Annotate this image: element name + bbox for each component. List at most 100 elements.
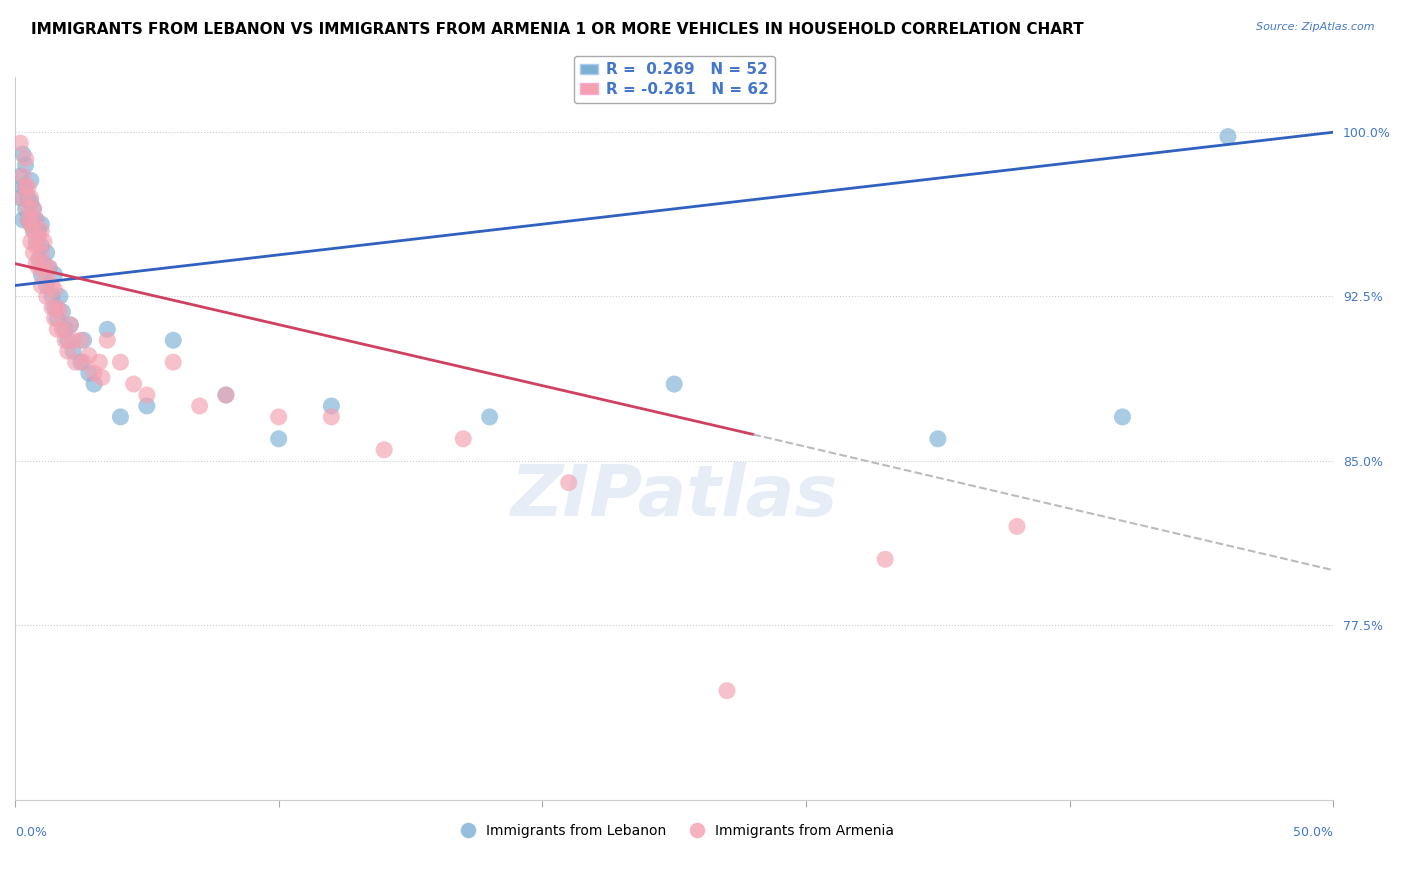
Point bbox=[122, 377, 145, 392]
Point bbox=[451, 432, 474, 446]
Point bbox=[35, 268, 58, 282]
Point bbox=[373, 442, 395, 457]
Text: 50.0%: 50.0% bbox=[1294, 827, 1333, 839]
Point bbox=[8, 169, 31, 183]
Point bbox=[77, 349, 100, 363]
Point bbox=[11, 180, 34, 194]
Point bbox=[56, 333, 79, 347]
Point bbox=[44, 283, 66, 297]
Point bbox=[14, 158, 37, 172]
Point bbox=[135, 388, 157, 402]
Point bbox=[30, 278, 52, 293]
Point bbox=[96, 333, 118, 347]
Point bbox=[41, 301, 63, 315]
Point bbox=[1005, 519, 1028, 533]
Point bbox=[70, 333, 93, 347]
Point bbox=[49, 289, 72, 303]
Point bbox=[28, 224, 51, 238]
Point bbox=[30, 245, 52, 260]
Point bbox=[49, 305, 72, 319]
Point bbox=[72, 333, 94, 347]
Point bbox=[135, 399, 157, 413]
Point bbox=[25, 257, 48, 271]
Point bbox=[44, 268, 66, 282]
Point bbox=[17, 212, 39, 227]
Point bbox=[83, 366, 105, 380]
Point bbox=[59, 318, 82, 332]
Point bbox=[53, 333, 76, 347]
Point bbox=[89, 355, 111, 369]
Point bbox=[14, 152, 37, 166]
Point bbox=[8, 191, 31, 205]
Point bbox=[162, 333, 184, 347]
Point bbox=[53, 322, 76, 336]
Point bbox=[110, 355, 132, 369]
Point bbox=[8, 136, 31, 150]
Point bbox=[22, 224, 45, 238]
Point bbox=[321, 409, 343, 424]
Point bbox=[51, 305, 73, 319]
Point bbox=[478, 409, 501, 424]
Point bbox=[38, 260, 60, 275]
Point bbox=[22, 245, 45, 260]
Point bbox=[17, 212, 39, 227]
Point bbox=[558, 475, 581, 490]
Point bbox=[38, 260, 60, 275]
Point bbox=[32, 257, 55, 271]
Point bbox=[51, 322, 73, 336]
Point bbox=[62, 333, 84, 347]
Point bbox=[91, 370, 114, 384]
Point bbox=[20, 173, 42, 187]
Point bbox=[30, 217, 52, 231]
Point bbox=[20, 235, 42, 249]
Point bbox=[11, 191, 34, 205]
Point bbox=[11, 169, 34, 183]
Text: 0.0%: 0.0% bbox=[15, 827, 46, 839]
Point bbox=[65, 355, 87, 369]
Point bbox=[1216, 129, 1239, 144]
Point bbox=[716, 683, 738, 698]
Point bbox=[59, 318, 82, 332]
Point bbox=[83, 377, 105, 392]
Point bbox=[17, 191, 39, 205]
Point bbox=[267, 432, 290, 446]
Point bbox=[44, 311, 66, 326]
Point bbox=[62, 344, 84, 359]
Point bbox=[32, 257, 55, 271]
Point bbox=[56, 344, 79, 359]
Point bbox=[20, 195, 42, 210]
Point bbox=[22, 202, 45, 216]
Point bbox=[17, 202, 39, 216]
Point bbox=[1111, 409, 1133, 424]
Point bbox=[20, 191, 42, 205]
Text: Source: ZipAtlas.com: Source: ZipAtlas.com bbox=[1257, 22, 1375, 32]
Point bbox=[25, 239, 48, 253]
Point bbox=[162, 355, 184, 369]
Point bbox=[96, 322, 118, 336]
Point bbox=[20, 217, 42, 231]
Point bbox=[14, 180, 37, 194]
Point bbox=[44, 301, 66, 315]
Point bbox=[664, 377, 686, 392]
Point bbox=[22, 224, 45, 238]
Point bbox=[30, 239, 52, 253]
Point bbox=[30, 224, 52, 238]
Point bbox=[17, 180, 39, 194]
Point bbox=[188, 399, 211, 413]
Point bbox=[25, 235, 48, 249]
Point bbox=[70, 355, 93, 369]
Point bbox=[14, 180, 37, 194]
Point bbox=[11, 147, 34, 161]
Text: IMMIGRANTS FROM LEBANON VS IMMIGRANTS FROM ARMENIA 1 OR MORE VEHICLES IN HOUSEHO: IMMIGRANTS FROM LEBANON VS IMMIGRANTS FR… bbox=[31, 22, 1084, 37]
Point bbox=[321, 399, 343, 413]
Point bbox=[35, 278, 58, 293]
Point bbox=[927, 432, 949, 446]
Point bbox=[72, 355, 94, 369]
Point bbox=[110, 409, 132, 424]
Point bbox=[28, 230, 51, 244]
Point bbox=[1164, 804, 1187, 818]
Point bbox=[25, 212, 48, 227]
Point bbox=[22, 202, 45, 216]
Point bbox=[267, 409, 290, 424]
Point bbox=[11, 212, 34, 227]
